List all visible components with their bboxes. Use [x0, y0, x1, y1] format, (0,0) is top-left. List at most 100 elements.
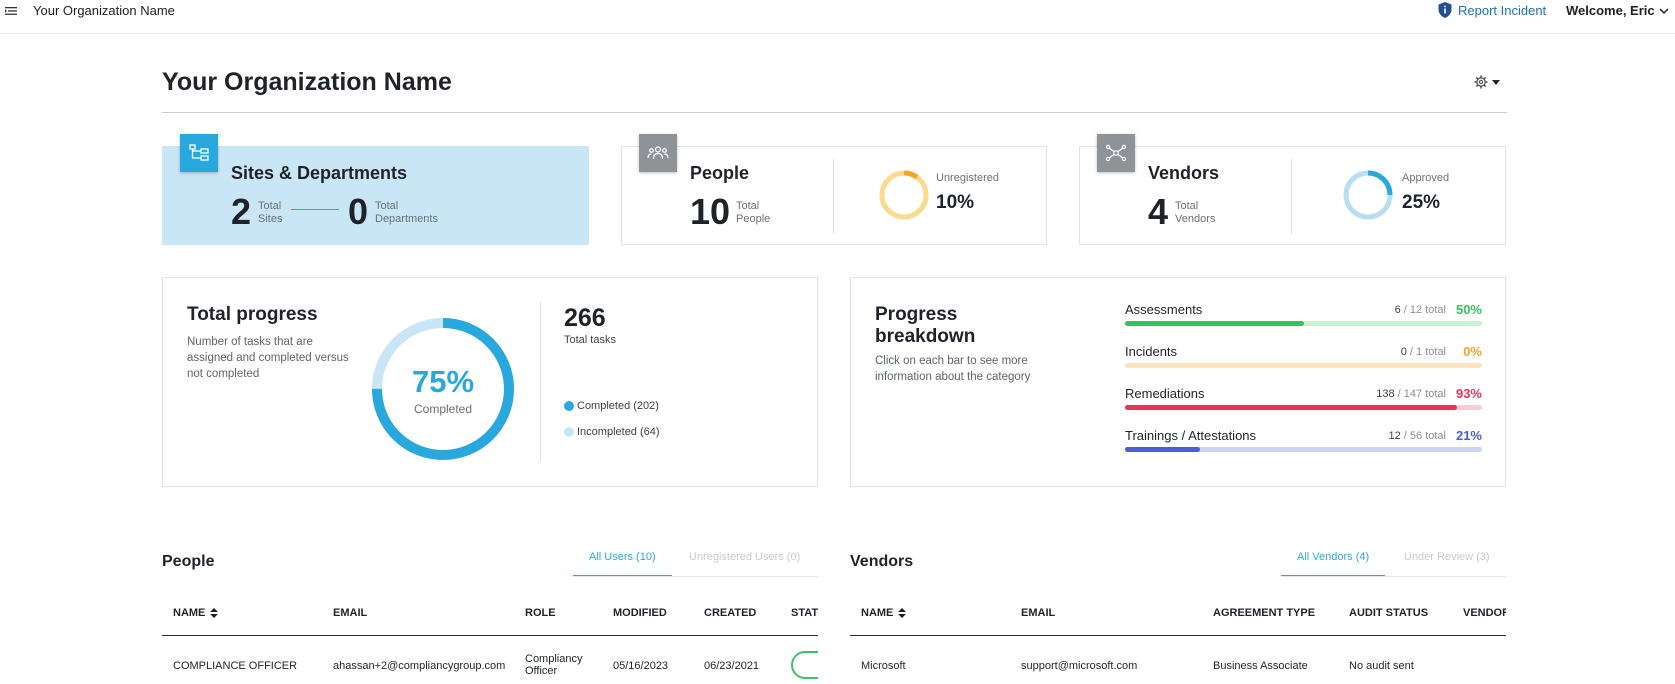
menu-toggle-icon[interactable] [4, 4, 18, 18]
people-table: NAME EMAIL ROLE MODIFIED CREATED STATUS … [162, 590, 818, 684]
progress-breakdown-description: Click on each bar to see more informatio… [875, 355, 1031, 383]
people-badge [639, 134, 677, 172]
breakdown-percent: 21% [1455, 428, 1482, 443]
column-header-created[interactable]: CREATED [704, 607, 757, 619]
breakdown-total: / 1 total [1409, 346, 1446, 358]
breakdown-name: Remediations [1125, 386, 1205, 401]
vendors-header-rule [850, 635, 1506, 636]
breakdown-fill [1125, 321, 1304, 326]
breakdown-total: / 12 total [1403, 304, 1446, 316]
report-incident-link[interactable]: Report Incident [1438, 2, 1546, 18]
column-header-agreement-type[interactable]: AGREEMENT TYPE [1213, 607, 1316, 619]
breakdown-total: / 56 total [1403, 430, 1446, 442]
completed-percent: 75% [411, 364, 475, 399]
cell-created: 06/23/2021 [704, 660, 760, 672]
people-count-label: Total People [736, 200, 826, 226]
breakdown-done: 6 [1394, 304, 1401, 316]
sites-card-title: Sites & Departments [231, 163, 408, 183]
breakdown-done: 138 [1376, 388, 1395, 400]
breakdown-name: Trainings / Attestations [1125, 428, 1257, 443]
breakdown-count: 6 / 12 total [1395, 304, 1446, 316]
people-count: 10 [690, 191, 731, 232]
breakdown-row-incidents[interactable]: Incidents 0 / 1 total 0% [1125, 344, 1482, 370]
total-tasks-count: 266 [564, 304, 606, 332]
sites-departments-card[interactable]: Sites & Departments 2 Total Sites 0 Tota… [162, 134, 589, 245]
sort-icon [210, 608, 219, 618]
tab-under-review[interactable]: Under Review (3) [1404, 551, 1490, 563]
people-tabs-rule [573, 576, 818, 577]
unregistered-ring-chart [879, 170, 929, 220]
shield-info-icon [1438, 2, 1452, 18]
total-tasks-label: Total tasks [564, 334, 616, 346]
people-group-icon [647, 146, 669, 160]
breakdown-name: Incidents [1125, 344, 1178, 359]
column-header-role[interactable]: ROLE [525, 607, 556, 619]
people-card[interactable]: People 10 Total People Unregistered 10% [621, 134, 1047, 245]
vendors-card[interactable]: Vendors 4 Total Vendors Approved 25% [1079, 134, 1506, 245]
column-header-status[interactable]: STATUS [791, 607, 818, 619]
column-header-modified[interactable]: MODIFIED [613, 607, 667, 619]
completed-percent-label: Completed [413, 402, 473, 416]
departments-count: 0 [348, 191, 369, 232]
column-header-vendor[interactable]: VENDOR [1463, 607, 1506, 619]
breakdown-row-assessments[interactable]: Assessments 6 / 12 total 50% [1125, 302, 1482, 328]
column-header-vendor-email[interactable]: EMAIL [1021, 607, 1056, 619]
vendors-card-title: Vendors [1148, 163, 1220, 183]
unregistered-ring-track [879, 170, 929, 220]
chevron-down-icon [1659, 7, 1669, 14]
vendors-section-title: Vendors [850, 553, 914, 570]
breakdown-fill [1125, 405, 1457, 410]
people-label-line1: Total [736, 200, 760, 212]
legend-completed: Completed (202) [564, 400, 659, 412]
sites-count-label: Total Sites [258, 200, 348, 226]
cell-audit-status: No audit sent [1349, 660, 1414, 672]
tab-all-users[interactable]: All Users (10) [573, 550, 672, 577]
unregistered-ring-arc [879, 170, 929, 220]
vendors-card-divider [1291, 159, 1292, 234]
people-header-rule [162, 635, 818, 636]
breakdown-fill [1125, 447, 1200, 452]
column-header-email[interactable]: EMAIL [333, 607, 368, 619]
breakdown-track [1125, 363, 1482, 368]
column-header-vendor-name[interactable]: NAME [861, 607, 907, 619]
tab-all-vendors[interactable]: All Vendors (4) [1281, 550, 1386, 577]
unregistered-label: Unregistered [936, 172, 999, 184]
gear-icon [1474, 75, 1488, 89]
report-incident-label: Report Incident [1458, 2, 1547, 18]
tab-unregistered-users[interactable]: Unregistered Users (0) [689, 551, 801, 563]
breakdown-row-remediations[interactable]: Remediations 138 / 147 total 93% [1125, 386, 1482, 412]
top-bar: Your Organization Name Report Incident W… [0, 0, 1675, 34]
people-section-title: People [162, 553, 215, 570]
sort-icon [898, 608, 907, 618]
vendors-badge [1097, 134, 1135, 172]
vendors-count-label: Total Vendors [1175, 200, 1265, 226]
cell-role-line1: Compliancy [525, 653, 583, 665]
approved-ring-arc [1343, 170, 1393, 220]
column-header-name-label: NAME [173, 607, 206, 619]
legend-incompleted-label: Incompleted (64) [577, 426, 660, 438]
title-divider [162, 112, 1507, 113]
column-header-audit-status[interactable]: AUDIT STATUS [1349, 607, 1429, 619]
breakdown-count: 12 / 56 total [1388, 430, 1446, 442]
sites-badge [180, 134, 218, 172]
settings-menu-button[interactable] [1474, 75, 1501, 89]
breakdown-percent: 50% [1455, 302, 1482, 317]
total-progress-divider [540, 302, 541, 462]
vendors-tabs-rule [1281, 576, 1506, 577]
breakdown-done: 0 [1400, 346, 1407, 358]
network-nodes-icon [1105, 144, 1127, 162]
breakdown-track [1125, 321, 1482, 326]
donut-arc-completed [372, 318, 514, 460]
approved-value: 25% [1402, 192, 1441, 213]
hierarchy-icon [189, 144, 209, 161]
status-toggle[interactable] [791, 651, 818, 679]
cell-role: Compliancy Officer [525, 653, 582, 677]
breakdown-row-trainings[interactable]: Trainings / Attestations 12 / 56 total 2… [1125, 428, 1482, 454]
sites-label-line2: Sites [258, 213, 283, 225]
cell-modified: 05/16/2023 [613, 660, 669, 672]
column-header-vendor-name-label: NAME [861, 607, 894, 619]
breakdown-count: 0 / 1 total [1401, 346, 1446, 358]
column-header-name[interactable]: NAME [173, 607, 219, 619]
total-progress-title: Total progress [187, 304, 318, 325]
user-menu[interactable]: Welcome, Eric [1566, 3, 1669, 18]
